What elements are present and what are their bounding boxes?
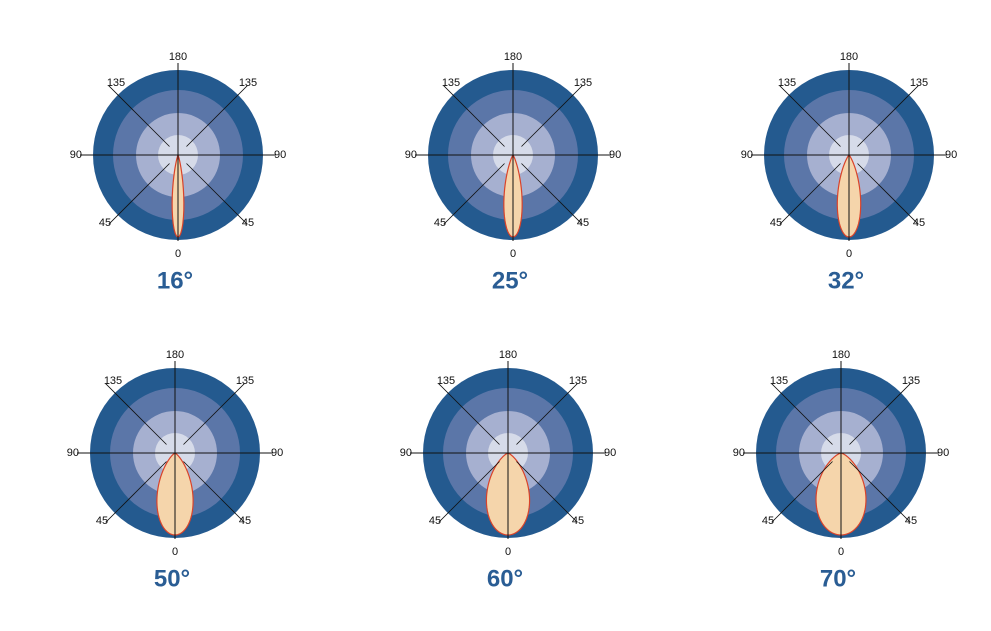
angle-label: 45 bbox=[572, 515, 584, 527]
diagonal-line bbox=[105, 383, 167, 445]
diagonal-line bbox=[438, 461, 500, 523]
polar-panel: 180 0 90 90 135 135 45 45 70° bbox=[733, 349, 950, 592]
angle-label: 135 bbox=[770, 375, 788, 387]
polar-panel: 180 0 90 90 135 135 45 45 50° bbox=[67, 349, 284, 592]
polar-panel: 180 0 90 90 135 135 45 45 25° bbox=[405, 51, 622, 294]
beam-angle-caption: 60° bbox=[487, 565, 523, 592]
angle-label: 45 bbox=[577, 217, 589, 229]
angle-label: 45 bbox=[913, 217, 925, 229]
diagonal-line bbox=[443, 163, 505, 225]
diagonal-line bbox=[186, 85, 248, 147]
diagonal-line bbox=[438, 383, 500, 445]
beam-angle-caption: 25° bbox=[492, 267, 528, 294]
angle-label: 90 bbox=[70, 149, 82, 161]
angle-label: 45 bbox=[905, 515, 917, 527]
polar-panel: 180 0 90 90 135 135 45 45 60° bbox=[400, 349, 617, 592]
polar-panel: 180 0 90 90 135 135 45 45 32° bbox=[741, 51, 958, 294]
diagonal-line bbox=[183, 461, 245, 523]
diagonal-line bbox=[771, 461, 833, 523]
angle-label: 90 bbox=[271, 447, 283, 459]
angle-label: 135 bbox=[442, 77, 460, 89]
angle-label: 90 bbox=[733, 447, 745, 459]
angle-label: 180 bbox=[169, 51, 187, 63]
angle-label: 135 bbox=[574, 77, 592, 89]
beam-angle-caption: 70° bbox=[820, 565, 856, 592]
angle-label: 45 bbox=[434, 217, 446, 229]
diagonal-line bbox=[779, 85, 841, 147]
angle-label: 180 bbox=[499, 349, 517, 361]
angle-label: 45 bbox=[770, 217, 782, 229]
angle-label: 0 bbox=[846, 248, 852, 260]
angle-label: 135 bbox=[778, 77, 796, 89]
diagonal-line bbox=[183, 383, 245, 445]
angle-label: 90 bbox=[604, 447, 616, 459]
angle-label: 90 bbox=[67, 447, 79, 459]
angle-label: 180 bbox=[840, 51, 858, 63]
angle-label: 90 bbox=[741, 149, 753, 161]
angle-label: 135 bbox=[569, 375, 587, 387]
angle-label: 45 bbox=[239, 515, 251, 527]
angle-label: 135 bbox=[236, 375, 254, 387]
diagonal-line bbox=[521, 163, 583, 225]
angle-label: 180 bbox=[166, 349, 184, 361]
diagonal-line bbox=[849, 383, 911, 445]
angle-label: 180 bbox=[832, 349, 850, 361]
angle-label: 90 bbox=[400, 447, 412, 459]
diagonal-line bbox=[443, 85, 505, 147]
angle-label: 0 bbox=[505, 546, 511, 558]
angle-label: 135 bbox=[239, 77, 257, 89]
angle-label: 0 bbox=[838, 546, 844, 558]
diagonal-line bbox=[108, 163, 170, 225]
diagonal-line bbox=[516, 383, 578, 445]
angle-label: 135 bbox=[910, 77, 928, 89]
diagonal-line bbox=[771, 383, 833, 445]
diagonal-line bbox=[849, 461, 911, 523]
angle-label: 90 bbox=[405, 149, 417, 161]
polar-panel: 180 0 90 90 135 135 45 45 16° bbox=[70, 51, 287, 294]
diagonal-line bbox=[516, 461, 578, 523]
diagonal-line bbox=[857, 163, 919, 225]
angle-label: 45 bbox=[99, 217, 111, 229]
angle-label: 90 bbox=[937, 447, 949, 459]
angle-label: 135 bbox=[107, 77, 125, 89]
angle-label: 90 bbox=[945, 149, 957, 161]
angle-label: 180 bbox=[504, 51, 522, 63]
angle-label: 90 bbox=[609, 149, 621, 161]
diagonal-line bbox=[521, 85, 583, 147]
beam-angle-caption: 32° bbox=[828, 267, 864, 294]
diagonal-line bbox=[779, 163, 841, 225]
diagonal-line bbox=[857, 85, 919, 147]
angle-label: 45 bbox=[242, 217, 254, 229]
angle-label: 135 bbox=[437, 375, 455, 387]
angle-label: 0 bbox=[175, 248, 181, 260]
angle-label: 0 bbox=[172, 546, 178, 558]
angle-label: 45 bbox=[429, 515, 441, 527]
angle-label: 135 bbox=[104, 375, 122, 387]
angle-label: 0 bbox=[510, 248, 516, 260]
beam-angle-caption: 16° bbox=[157, 267, 193, 294]
diagonal-line bbox=[105, 461, 167, 523]
diagonal-line bbox=[186, 163, 248, 225]
diagonal-line bbox=[108, 85, 170, 147]
angle-label: 45 bbox=[762, 515, 774, 527]
angle-label: 135 bbox=[902, 375, 920, 387]
angle-label: 90 bbox=[274, 149, 286, 161]
beam-angle-caption: 50° bbox=[154, 565, 190, 592]
angle-label: 45 bbox=[96, 515, 108, 527]
